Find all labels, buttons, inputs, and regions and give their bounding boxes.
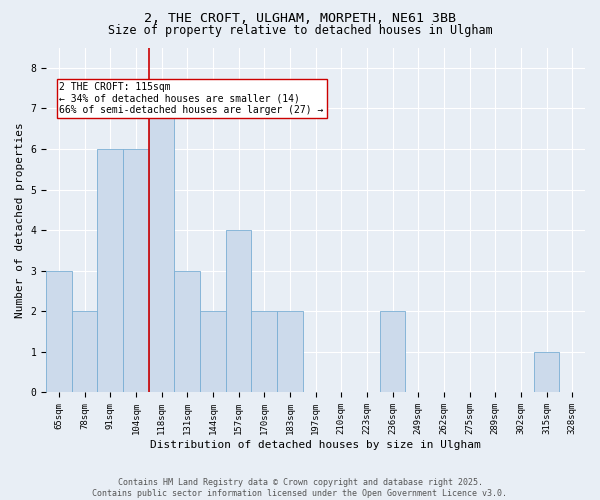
- Text: Contains HM Land Registry data © Crown copyright and database right 2025.
Contai: Contains HM Land Registry data © Crown c…: [92, 478, 508, 498]
- Bar: [251, 312, 277, 392]
- Bar: [46, 270, 72, 392]
- X-axis label: Distribution of detached houses by size in Ulgham: Distribution of detached houses by size …: [150, 440, 481, 450]
- Text: 2 THE CROFT: 115sqm
← 34% of detached houses are smaller (14)
66% of semi-detach: 2 THE CROFT: 115sqm ← 34% of detached ho…: [59, 82, 324, 115]
- Bar: [149, 108, 175, 393]
- Bar: [123, 149, 149, 392]
- Bar: [226, 230, 251, 392]
- Bar: [380, 312, 406, 392]
- Bar: [200, 312, 226, 392]
- Text: Size of property relative to detached houses in Ulgham: Size of property relative to detached ho…: [107, 24, 493, 37]
- Y-axis label: Number of detached properties: Number of detached properties: [15, 122, 25, 318]
- Bar: [277, 312, 303, 392]
- Text: 2, THE CROFT, ULGHAM, MORPETH, NE61 3BB: 2, THE CROFT, ULGHAM, MORPETH, NE61 3BB: [144, 12, 456, 26]
- Bar: [533, 352, 559, 393]
- Bar: [72, 312, 97, 392]
- Bar: [97, 149, 123, 392]
- Bar: [175, 270, 200, 392]
